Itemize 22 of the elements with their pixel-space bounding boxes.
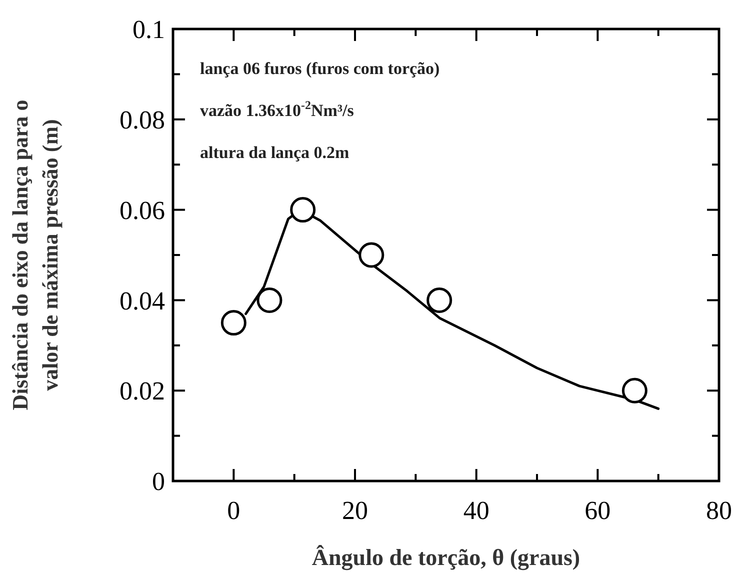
point (256, 287, 282, 313)
y-tick-label: 0.1 (132, 15, 165, 44)
x-axis-title: Ângulo de torção, θ (graus) (312, 545, 580, 571)
point (622, 378, 648, 404)
y-tick-label: 0.08 (120, 106, 165, 134)
y-tick-label: 0.02 (120, 376, 165, 406)
y-axis-title: Distância do eixo da lança para o valor de máxima pressão (m) (8, 100, 63, 410)
point (290, 197, 316, 223)
x-tick-label: 80 (706, 496, 732, 525)
x-tick-label: 20 (342, 496, 368, 525)
annotation: lança 06 furos (furos com torção) (200, 59, 440, 78)
y-tick-label: 0 (152, 467, 165, 496)
y-tick-label: 0.04 (120, 286, 165, 316)
x-tick-label: 60 (584, 496, 611, 525)
point (220, 310, 246, 336)
annotation: vazão 1.36x10$^{-2}$Nm³/s (200, 98, 354, 120)
y-tick-label: 0.06 (120, 196, 165, 225)
annotation: altura da lança 0.2m (200, 143, 350, 162)
point (358, 242, 384, 268)
x-tick-label: 0 (227, 496, 240, 525)
x-tick-label: 40 (463, 496, 490, 525)
point (426, 287, 452, 313)
